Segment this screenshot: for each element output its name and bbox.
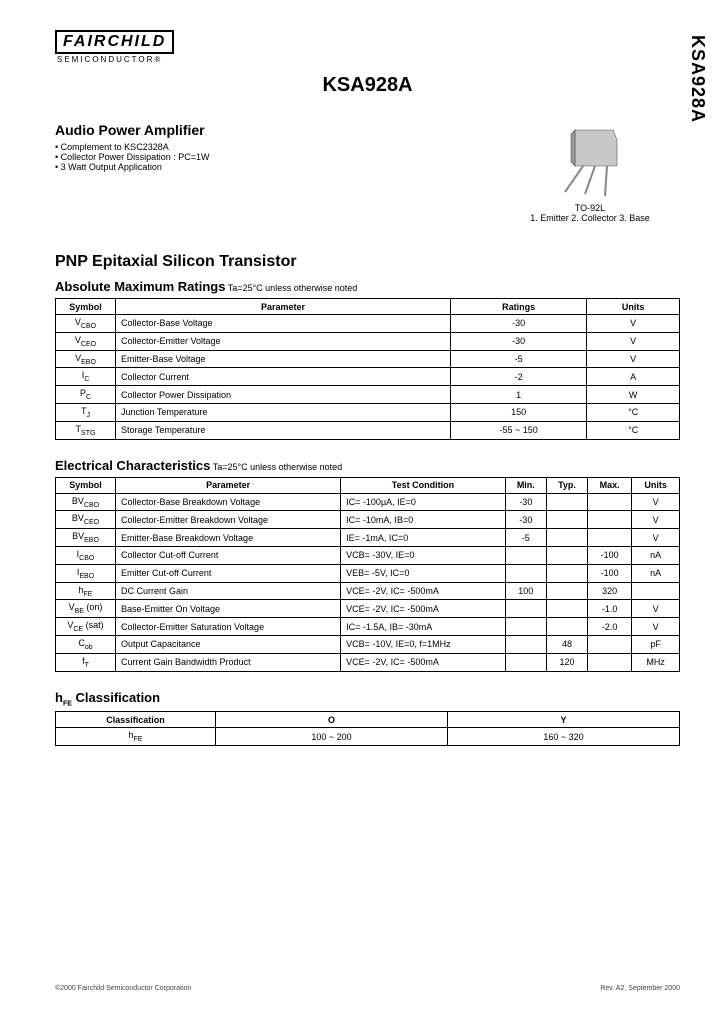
table-row: CobOutput CapacitanceVCB= -10V, IE=0, f=… <box>56 635 680 653</box>
table-row: TSTGStorage Temperature-55 ~ 150°C <box>56 421 680 439</box>
abs-max-heading: Absolute Maximum Ratings Ta=25°C unless … <box>55 279 680 294</box>
table-row: VCEOCollector-Emitter Voltage-30V <box>56 332 680 350</box>
elec-heading: Electrical Characteristics Ta=25°C unles… <box>55 458 680 473</box>
table-row: PCCollector Power Dissipation1W <box>56 386 680 404</box>
feature-bullets: Complement to KSC2328ACollector Power Di… <box>55 142 500 172</box>
logo: FAIRCHILD SEMICONDUCTOR® <box>55 30 680 64</box>
table-row: hFE100 ~ 200160 ~ 320 <box>56 728 680 746</box>
elec-char-table: SymbolParameterTest ConditionMin.Typ.Max… <box>55 477 680 672</box>
table-row: BVCBOCollector-Base Breakdown VoltageIC=… <box>56 493 680 511</box>
part-number-title: KSA928A <box>55 74 680 97</box>
table-row: IEBOEmitter Cut-off CurrentVEB= -5V, IC=… <box>56 564 680 582</box>
transistor-type-heading: PNP Epitaxial Silicon Transistor <box>55 253 680 271</box>
feature-bullet: Collector Power Dissipation : PC=1W <box>55 152 500 162</box>
table-row: TJJunction Temperature150°C <box>56 403 680 421</box>
table-row: BVEBOEmitter-Base Breakdown VoltageIE= -… <box>56 529 680 547</box>
table-row: hFEDC Current GainVCE= -2V, IC= -500mA10… <box>56 582 680 600</box>
footer: ©2000 Fairchild Semiconductor Corporatio… <box>55 985 680 992</box>
table-row: fTCurrent Gain Bandwidth ProductVCE= -2V… <box>56 653 680 671</box>
to92-icon <box>535 122 645 197</box>
logo-sub: SEMICONDUCTOR® <box>57 55 680 64</box>
feature-bullet: Complement to KSC2328A <box>55 142 500 152</box>
table-row: VEBOEmitter-Base Voltage-5V <box>56 350 680 368</box>
table-row: ICCollector Current-2A <box>56 368 680 386</box>
feature-bullet: 3 Watt Output Application <box>55 162 500 172</box>
product-row: Audio Power Amplifier Complement to KSC2… <box>55 122 680 223</box>
product-title: Audio Power Amplifier <box>55 122 500 138</box>
table-row: VCE (sat)Collector-Emitter Saturation Vo… <box>56 618 680 636</box>
abs-max-table: SymbolParameterRatingsUnitsVCBOCollector… <box>55 298 680 440</box>
package-diagram: TO-92L 1. Emitter 2. Collector 3. Base <box>500 122 680 223</box>
side-part-label: KSA928A <box>687 35 708 123</box>
table-row: BVCEOCollector-Emitter Breakdown Voltage… <box>56 511 680 529</box>
footer-left: ©2000 Fairchild Semiconductor Corporatio… <box>55 985 191 992</box>
package-pins: 1. Emitter 2. Collector 3. Base <box>500 213 680 223</box>
footer-right: Rev. A2, September 2000 <box>600 985 680 992</box>
logo-brand: FAIRCHILD <box>63 33 166 50</box>
table-row: VCBOCollector-Base Voltage-30V <box>56 315 680 333</box>
hfe-heading: hFE Classification <box>55 690 680 708</box>
package-name: TO-92L <box>500 203 680 213</box>
hfe-table: ClassificationOYhFE100 ~ 200160 ~ 320 <box>55 711 680 746</box>
table-row: VBE (on)Base-Emitter On VoltageVCE= -2V,… <box>56 600 680 618</box>
table-row: ICBOCollector Cut-off CurrentVCB= -30V, … <box>56 546 680 564</box>
